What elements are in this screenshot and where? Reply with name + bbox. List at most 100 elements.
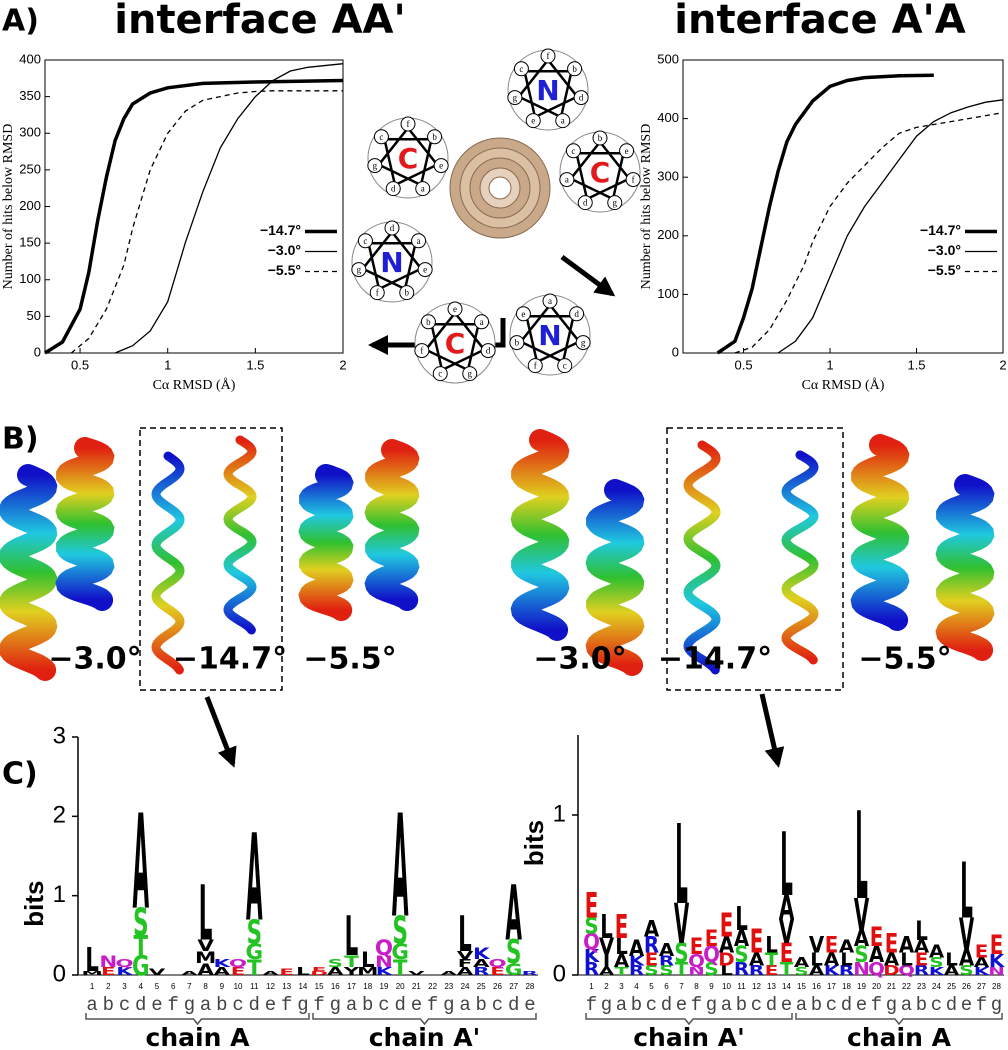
logo-letter: L [945, 950, 958, 970]
logo-letter: E [765, 962, 779, 978]
residue-label: g [468, 369, 473, 379]
helix [585, 479, 645, 676]
logo-letter: L [810, 950, 823, 970]
heptad-label: b [811, 994, 822, 1016]
logo-letter: Q [488, 957, 506, 970]
logo-letter: A [457, 965, 475, 978]
heptad-label: a [346, 994, 357, 1016]
highlight-box [139, 427, 283, 691]
position-label: 14 [298, 982, 307, 991]
position-label: 23 [917, 982, 926, 991]
residue-circle [447, 301, 463, 317]
series-line [716, 73, 934, 355]
logo-letter: R [914, 962, 929, 978]
position-label: 12 [266, 982, 275, 991]
logo-letter: E [490, 965, 505, 978]
residue-label: a [548, 296, 552, 306]
residue-circle [513, 61, 529, 77]
x-axis-label: Cα RMSD (Å) [802, 377, 885, 393]
heptad-label: g [297, 994, 308, 1016]
logo-letter: A [614, 952, 630, 972]
residue-label: d [486, 346, 491, 356]
x-tick-label: 2 [339, 357, 346, 372]
logo-letter: V [854, 890, 870, 942]
logo-letter: S [506, 932, 521, 971]
logo-letter: A [719, 933, 735, 958]
logo-letter: R [584, 960, 599, 980]
residue-label: g [513, 93, 518, 103]
heptad-label: g [886, 994, 897, 1016]
chain-bracket [795, 1013, 1003, 1026]
heptad-label: f [871, 994, 882, 1016]
residue-label: a [561, 116, 565, 126]
logo-letter: K [214, 957, 232, 970]
logo-letter: L [458, 906, 472, 963]
helical-wheel: f b e a d g c C [367, 116, 449, 199]
logo-letter: L [361, 948, 375, 973]
position-label: 8 [203, 982, 208, 991]
y-tick-label: 0 [553, 960, 566, 987]
x-tick-label: 1.5 [246, 357, 264, 372]
heptad-label: d [841, 994, 852, 1016]
helix [151, 451, 185, 675]
y-tick-label: 100 [657, 286, 679, 301]
residue-label: f [420, 346, 423, 356]
residue-label: d [579, 93, 584, 103]
heptad-label: f [586, 994, 597, 1016]
helical-wheel: f b d a e g c N [507, 48, 589, 131]
logo-letter: A [899, 933, 915, 958]
y-tick-label: 1 [553, 800, 566, 827]
residue-circle [369, 285, 385, 301]
logo-letter: K [824, 962, 840, 978]
residue-circle [357, 233, 373, 249]
logo-letter: K [989, 952, 1006, 972]
logo-letter: T [675, 960, 689, 980]
logo-letter: A [197, 960, 214, 979]
logo-letter: A [262, 970, 279, 976]
logo-letter: D [883, 962, 899, 978]
heptad-label: g [601, 994, 612, 1016]
y-tick-label: 350 [19, 88, 41, 103]
position-label: 3 [122, 982, 127, 991]
position-label: 19 [380, 982, 389, 991]
logo-letter: G [391, 940, 409, 965]
position-label: 22 [902, 982, 911, 991]
heptad-label: b [631, 994, 642, 1016]
logo-letter: A [629, 936, 645, 961]
panel-label: A) [2, 4, 39, 39]
logo-letter: S [854, 942, 868, 967]
position-label: 17 [347, 982, 356, 991]
logo-letter: S [392, 909, 407, 953]
x-axis-label: Cα RMSD (Å) [153, 377, 236, 393]
position-label: 28 [992, 982, 1001, 991]
logo-letter: E [585, 885, 599, 926]
helix [55, 437, 115, 611]
position-label: 2 [106, 982, 111, 991]
residue-circle [569, 306, 585, 322]
logo-letter: A [869, 942, 885, 967]
residue-circle [573, 90, 589, 106]
position-label: 7 [679, 982, 684, 991]
residue-circle [559, 172, 575, 188]
legend-label: −5.5° [928, 262, 961, 278]
logo-letter: Q [115, 957, 133, 970]
series-line [44, 78, 344, 355]
logo-letter: A [327, 965, 345, 978]
helix [364, 439, 420, 611]
position-label: 15 [315, 982, 324, 991]
logo-letter: E [825, 933, 839, 958]
residue-circle [433, 158, 449, 174]
residue-circle [411, 233, 427, 249]
terminus-label: C [590, 156, 611, 189]
position-label: 13 [282, 982, 291, 991]
residue-circle [555, 113, 571, 129]
heptad-label: b [736, 994, 747, 1016]
position-label: 23 [444, 982, 453, 991]
logo-letter: E [690, 934, 704, 959]
logo-letter: R [839, 962, 854, 978]
residue-circle [400, 116, 416, 132]
logo-letter: V [457, 949, 475, 962]
logo-letter: V [779, 914, 794, 952]
logo-letter: Q [898, 962, 915, 978]
logo-letter: Q [583, 929, 600, 954]
